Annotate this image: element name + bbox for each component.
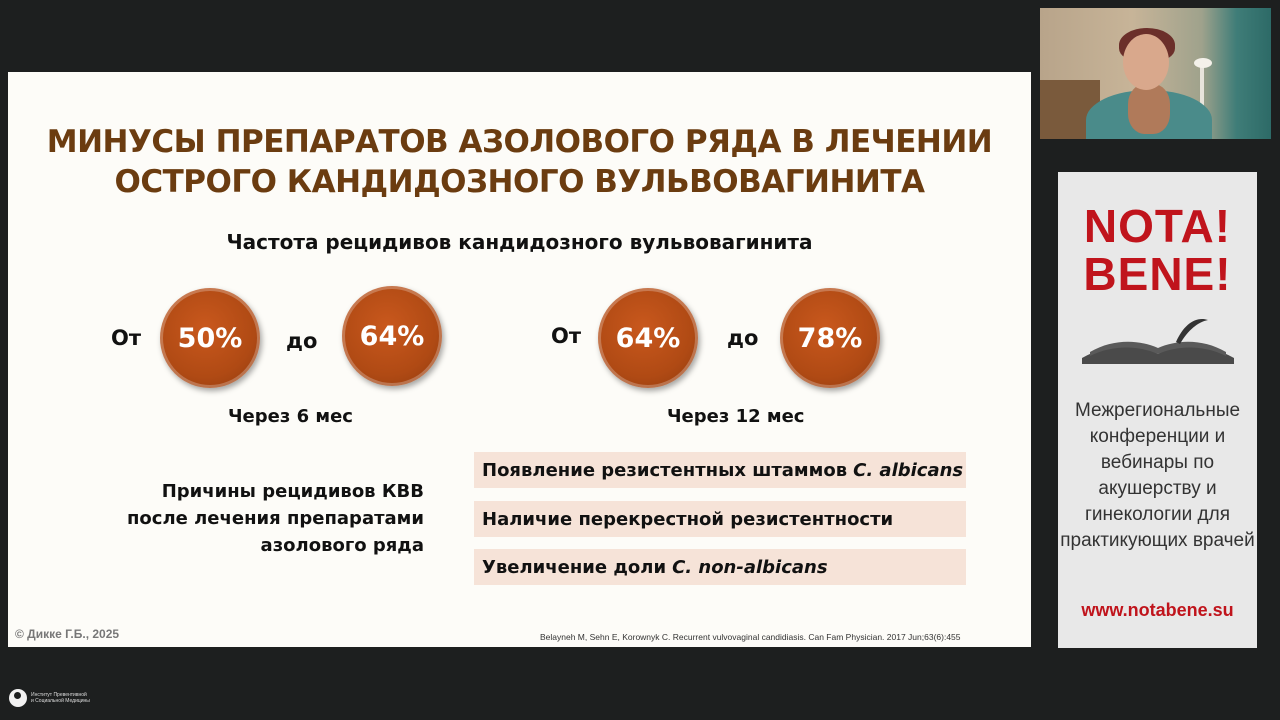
open-book-icon [1082,318,1234,364]
causes-line1: Причины рецидивов КВВ [161,481,424,502]
reason-box-2: Наличие перекрестной резистентности [474,501,966,537]
causes-heading: Причины рецидивов КВВ после лечения преп… [108,478,424,559]
institute-line2: и Социальной Медицины [31,698,90,704]
reason-1-italic: C. albicans [853,459,964,481]
webcam-person-scarf [1128,84,1170,134]
webcam-lamp [1200,62,1204,139]
institute-line1: Институт Превентивной [31,692,87,698]
group2-to-label: до [727,326,759,350]
causes-line3: азолового ряда [260,535,424,556]
notabene-banner[interactable]: NOTA! BENE! Межрегиональные конференции … [1058,172,1257,648]
reason-2-text: Наличие перекрестной резистентности [482,508,894,530]
group1-from-label: От [111,326,142,350]
presentation-slide: МИНУСЫ ПРЕПАРАТОВ АЗОЛОВОГО РЯДА В ЛЕЧЕН… [8,72,1031,647]
webcam-video [1040,8,1271,139]
group1-value1-circle: 50% [160,288,260,388]
notabene-logo: NOTA! BENE! [1083,200,1232,300]
slide-title: МИНУСЫ ПРЕПАРАТОВ АЗОЛОВОГО РЯДА В ЛЕЧЕН… [8,122,1031,202]
webcam-person-face [1123,34,1169,90]
reason-3-text: Увеличение доли [482,556,667,578]
reason-box-3: Увеличение доли C. non-albicans [474,549,966,585]
slide-title-line1: МИНУСЫ ПРЕПАРАТОВ АЗОЛОВОГО РЯДА В ЛЕЧЕН… [46,124,993,160]
institute-logo: Институт Превентивной и Социальной Медиц… [9,689,90,707]
group1-to-label: до [286,329,318,353]
group2-from-label: От [551,324,582,348]
banner-url-link[interactable]: www.notabene.su [1081,600,1234,620]
group1-period: Через 6 мес [228,406,353,427]
group1-value2-circle: 64% [342,286,442,386]
group2-value2-circle: 78% [780,288,880,388]
reason-box-1: Появление резистентных штаммов C. albica… [474,452,966,488]
logo-line2: BENE [1083,248,1216,300]
citation: Belayneh M, Sehn E, Korownyk C. Recurren… [540,632,961,642]
webcam-lamp-shade [1194,58,1212,68]
reason-3-italic: C. non-albicans [672,556,828,578]
copyright: © Дикке Г.Б., 2025 [15,627,120,641]
group2-value1-circle: 64% [598,288,698,388]
institute-logo-icon [9,689,27,707]
logo-line1: NOTA [1083,200,1215,252]
institute-logo-text: Институт Превентивной и Социальной Медиц… [31,692,90,704]
group2-period: Через 12 мес [667,406,805,427]
slide-subtitle: Частота рецидивов кандидозного вульвоваг… [226,230,813,254]
causes-line2: после лечения препаратами [126,508,424,529]
banner-description: Межрегиональные конференции и вебинары п… [1060,400,1255,551]
slide-title-line2: ОСТРОГО КАНДИДОЗНОГО ВУЛЬВОВАГИНИТА [114,164,925,200]
reason-1-text: Появление резистентных штаммов [482,459,848,481]
